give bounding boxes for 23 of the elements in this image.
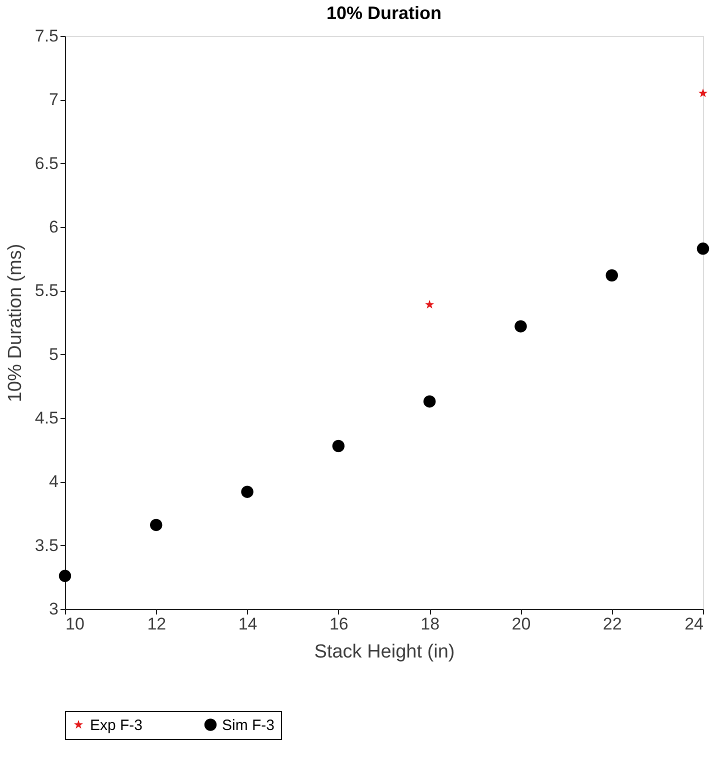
y-tick-label: 5.5 <box>34 281 58 300</box>
x-tick-label: 10 <box>66 614 84 634</box>
x-tick-label: 20 <box>512 614 531 634</box>
x-axis-title: Stack Height (in) <box>314 642 455 662</box>
y-tick-label: 3.5 <box>34 536 58 555</box>
x-tick-label: 16 <box>329 614 348 634</box>
y-tick-label: 4 <box>49 472 58 492</box>
y-tick-label: 7 <box>49 90 58 110</box>
y-tick-label: 4.5 <box>34 408 58 428</box>
y-tick-label: 5 <box>49 344 58 364</box>
x-tick-label: 14 <box>238 614 258 634</box>
x-tick-label: 12 <box>147 614 166 634</box>
y-axis-title: 10% Duration (ms) <box>4 244 26 402</box>
y-tick-label: 6.5 <box>34 154 58 173</box>
y-tick-label: 3 <box>49 600 58 618</box>
y-tick-label: 7.5 <box>34 26 58 46</box>
x-tick-label: 18 <box>420 614 440 634</box>
x-tick-label: 24 <box>684 614 704 634</box>
legend-label: Sim F-3 <box>222 716 274 734</box>
y-tick-label: 6 <box>49 218 58 236</box>
x-tick-label: 22 <box>602 614 622 634</box>
legend-label: Exp F-3 <box>90 716 143 734</box>
chart-title: 10% Duration <box>326 3 442 23</box>
